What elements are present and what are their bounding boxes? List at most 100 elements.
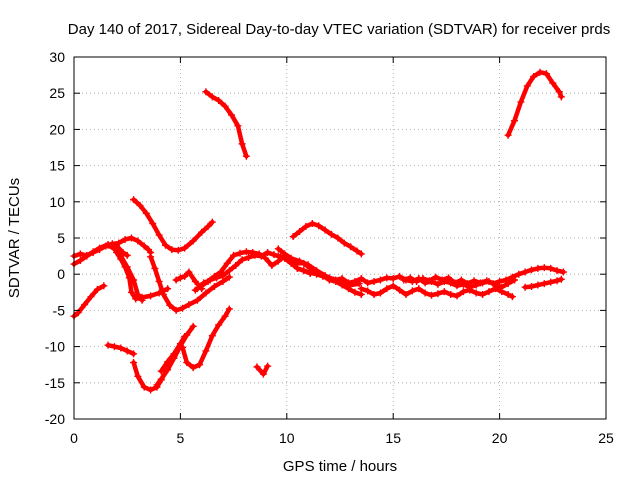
data-point <box>225 267 233 275</box>
data-point <box>447 290 455 298</box>
data-point <box>251 251 259 259</box>
data-point <box>170 354 178 362</box>
data-point <box>559 268 567 276</box>
data-point <box>287 259 295 267</box>
y-tick-label: 10 <box>49 194 65 210</box>
data-point <box>510 117 518 125</box>
data-point <box>353 247 361 255</box>
data-point <box>400 276 408 284</box>
data-point <box>296 227 304 235</box>
y-tick-label: 0 <box>57 266 65 282</box>
data-point <box>213 274 221 282</box>
data-point <box>219 272 227 280</box>
data-point <box>327 230 335 238</box>
data-point <box>110 245 118 253</box>
data-point <box>83 252 91 260</box>
data-point <box>159 290 167 298</box>
data-point <box>132 295 140 303</box>
data-point <box>264 362 272 370</box>
data-point <box>485 288 493 296</box>
data-point <box>332 276 340 284</box>
data-point <box>210 283 218 291</box>
data-point <box>138 293 146 301</box>
data-point <box>142 209 150 217</box>
data-point <box>547 278 555 286</box>
data-point <box>185 268 193 276</box>
data-point <box>432 273 440 281</box>
data-point <box>117 255 125 263</box>
data-point <box>517 98 525 106</box>
data-point <box>198 228 206 236</box>
data-point <box>376 276 384 284</box>
y-tick-label: 5 <box>57 230 65 246</box>
data-point <box>419 275 427 283</box>
data-point <box>189 364 197 372</box>
data-point <box>383 274 391 282</box>
data-point <box>534 264 542 272</box>
data-point <box>351 288 359 296</box>
data-point <box>130 359 138 367</box>
data-point <box>402 290 410 298</box>
data-point <box>189 237 197 245</box>
data-point <box>459 288 467 296</box>
data-point <box>253 363 261 371</box>
data-point <box>191 277 199 285</box>
data-point <box>202 88 210 96</box>
data-point <box>296 257 304 265</box>
data-point <box>123 251 131 259</box>
data-point <box>308 220 316 228</box>
data-point <box>357 250 365 258</box>
data-point <box>428 291 436 299</box>
data-point <box>168 246 176 254</box>
data-point <box>534 281 542 289</box>
data-point <box>457 276 465 284</box>
data-point <box>164 366 172 374</box>
data-point <box>242 152 250 160</box>
series-layer <box>70 68 567 394</box>
data-point <box>434 290 442 298</box>
data-point <box>491 285 499 293</box>
data-point <box>530 73 538 81</box>
data-point <box>121 263 129 271</box>
data-point <box>155 231 163 239</box>
data-point <box>334 234 342 242</box>
data-point <box>244 254 252 262</box>
x-axis-label: GPS time / hours <box>283 458 397 475</box>
data-point <box>227 111 235 119</box>
data-point <box>166 301 174 309</box>
data-point <box>376 289 384 297</box>
data-point <box>162 241 170 249</box>
data-point <box>238 140 246 148</box>
data-point <box>223 259 231 267</box>
ticks: 0 5 10 15 20 25 -20 -15 -10 -5 0 5 10 15 20 25 30 <box>45 49 614 446</box>
data-point <box>440 288 448 296</box>
data-point <box>140 242 148 250</box>
data-point <box>340 239 348 247</box>
data-point <box>206 276 214 284</box>
series-s25 <box>505 69 564 138</box>
data-point <box>93 285 101 293</box>
data-point <box>453 292 461 300</box>
data-point <box>472 289 480 297</box>
data-point <box>181 244 189 252</box>
data-point <box>136 201 144 209</box>
y-tick-label: 20 <box>49 121 65 137</box>
series-s19 <box>290 221 364 257</box>
data-point <box>408 287 416 295</box>
data-point <box>396 272 404 280</box>
data-point <box>389 275 397 283</box>
data-point <box>225 273 233 281</box>
data-point <box>364 287 372 295</box>
x-tick-label: 15 <box>385 430 401 446</box>
data-point <box>147 253 155 261</box>
data-point <box>555 88 563 96</box>
data-point <box>238 256 246 264</box>
data-point <box>274 252 282 260</box>
data-point <box>321 226 329 234</box>
data-point <box>345 279 353 287</box>
data-point <box>257 252 265 260</box>
data-point <box>110 343 118 351</box>
data-point <box>425 277 433 285</box>
y-tick-label: -15 <box>45 375 65 391</box>
